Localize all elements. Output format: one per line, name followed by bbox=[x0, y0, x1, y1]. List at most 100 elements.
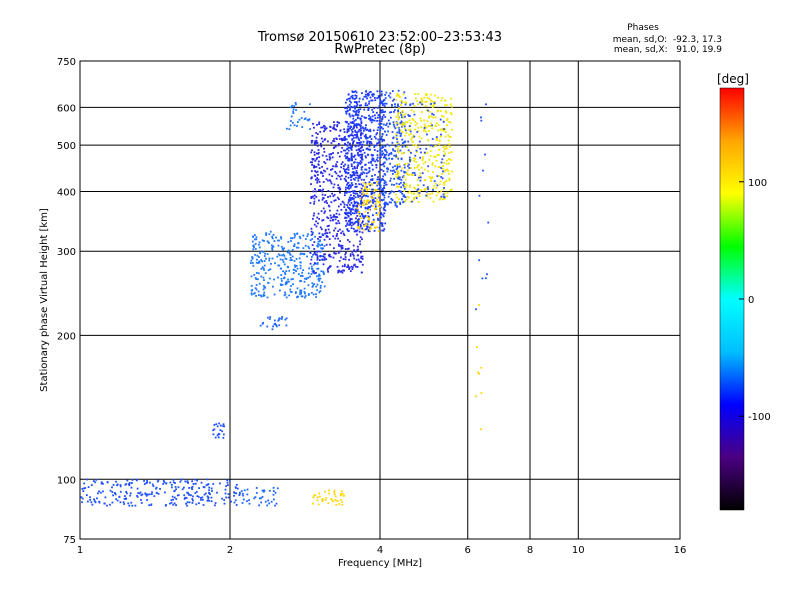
data-point bbox=[358, 143, 361, 146]
data-point bbox=[372, 159, 374, 162]
data-point bbox=[393, 183, 395, 186]
data-point bbox=[307, 233, 309, 236]
y-tick-label: 100 bbox=[57, 475, 76, 486]
data-point bbox=[349, 142, 351, 145]
data-point bbox=[421, 99, 424, 101]
data-point bbox=[344, 120, 347, 123]
data-point bbox=[317, 278, 320, 281]
data-point bbox=[350, 155, 353, 158]
data-point bbox=[301, 271, 304, 274]
data-point bbox=[92, 480, 95, 482]
data-point bbox=[275, 502, 278, 505]
data-point bbox=[131, 504, 134, 507]
data-point bbox=[203, 486, 206, 489]
data-point bbox=[326, 225, 329, 228]
data-point bbox=[341, 139, 343, 142]
data-point bbox=[365, 168, 368, 171]
data-point bbox=[114, 493, 117, 496]
data-point bbox=[396, 123, 399, 126]
data-point bbox=[403, 187, 406, 190]
data-point bbox=[376, 116, 379, 119]
data-point bbox=[338, 228, 341, 231]
data-point bbox=[348, 266, 351, 269]
data-point bbox=[358, 97, 361, 100]
data-point bbox=[416, 188, 419, 191]
data-point bbox=[399, 104, 402, 106]
data-point bbox=[100, 481, 103, 484]
data-point bbox=[309, 239, 312, 242]
data-point bbox=[387, 130, 389, 133]
data-point bbox=[152, 485, 155, 488]
data-point bbox=[360, 201, 363, 204]
data-point bbox=[227, 496, 230, 499]
data-point bbox=[353, 126, 355, 129]
data-point bbox=[366, 201, 369, 204]
data-point bbox=[267, 499, 270, 502]
data-point bbox=[298, 257, 301, 260]
data-point bbox=[233, 501, 236, 504]
data-point bbox=[368, 142, 371, 145]
data-point bbox=[174, 486, 177, 488]
data-point bbox=[353, 123, 356, 126]
data-point bbox=[227, 493, 230, 496]
data-point bbox=[250, 285, 253, 287]
data-point bbox=[371, 221, 373, 224]
data-point bbox=[382, 162, 385, 165]
data-point bbox=[397, 145, 400, 148]
data-point bbox=[207, 497, 210, 500]
data-point bbox=[209, 493, 211, 496]
data-point bbox=[364, 181, 367, 184]
data-point bbox=[359, 134, 362, 137]
data-point bbox=[425, 126, 428, 129]
data-point bbox=[342, 269, 344, 272]
data-point bbox=[285, 317, 288, 320]
data-point bbox=[389, 162, 392, 165]
data-point bbox=[324, 228, 327, 231]
data-point bbox=[344, 256, 347, 258]
data-point bbox=[399, 181, 402, 184]
data-point bbox=[345, 251, 347, 254]
data-point bbox=[366, 203, 369, 205]
data-point bbox=[271, 235, 273, 238]
data-point bbox=[382, 175, 385, 178]
data-point bbox=[334, 227, 337, 230]
data-point bbox=[411, 117, 414, 120]
data-point bbox=[356, 221, 359, 223]
data-point bbox=[447, 170, 450, 172]
data-point bbox=[347, 130, 350, 132]
data-point bbox=[403, 181, 405, 184]
data-point bbox=[401, 167, 404, 170]
data-point bbox=[393, 177, 396, 180]
data-point bbox=[319, 239, 321, 242]
data-point bbox=[371, 205, 374, 208]
data-point bbox=[444, 145, 446, 148]
data-point bbox=[375, 166, 378, 169]
data-point bbox=[450, 170, 453, 173]
data-point bbox=[371, 197, 374, 200]
data-point bbox=[379, 102, 382, 105]
data-point bbox=[298, 118, 301, 121]
data-point bbox=[486, 273, 488, 276]
data-point bbox=[277, 239, 279, 242]
data-point bbox=[337, 205, 340, 208]
data-point bbox=[368, 100, 371, 103]
data-point bbox=[397, 149, 400, 152]
data-point bbox=[371, 179, 374, 181]
data-point bbox=[251, 257, 254, 260]
data-point bbox=[190, 494, 192, 497]
data-point bbox=[344, 248, 347, 250]
data-point bbox=[323, 150, 326, 153]
data-point bbox=[293, 233, 296, 235]
data-point bbox=[155, 487, 157, 490]
data-point bbox=[359, 190, 362, 193]
data-point bbox=[355, 220, 358, 223]
data-point bbox=[379, 116, 381, 119]
data-point bbox=[346, 239, 349, 241]
data-point bbox=[377, 95, 380, 97]
data-point bbox=[319, 244, 321, 247]
data-point bbox=[299, 293, 301, 295]
data-point bbox=[484, 153, 486, 156]
data-point bbox=[254, 496, 257, 499]
data-point bbox=[404, 163, 407, 165]
data-point bbox=[217, 436, 220, 439]
